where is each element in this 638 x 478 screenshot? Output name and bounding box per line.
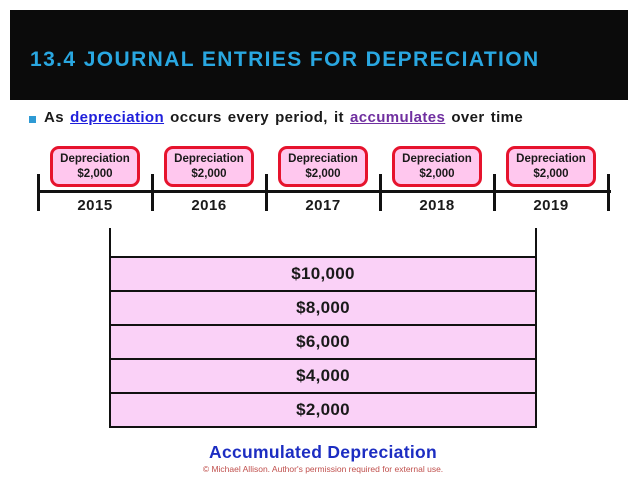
- term-depreciation: depreciation: [70, 109, 165, 126]
- stack-row: $4,000: [109, 358, 537, 394]
- timeline-tick: [493, 174, 496, 211]
- bullet-suffix: over time: [451, 109, 524, 126]
- timeline-segment-2017: Depreciation $2,000 2017: [266, 144, 380, 222]
- bullet-middle: occurs every period, it: [170, 109, 344, 126]
- dep-box-amount: $2,000: [191, 167, 227, 180]
- year-label: 2015: [77, 197, 113, 214]
- dep-box-label: Depreciation: [60, 153, 130, 166]
- stack-open-top: [109, 228, 537, 258]
- year-label: 2018: [419, 197, 455, 214]
- timeline-tick: [265, 174, 268, 211]
- stack-row: $6,000: [109, 324, 537, 360]
- slide-title: 13.4 JOURNAL ENTRIES FOR DEPRECIATION: [30, 48, 540, 71]
- dep-box-amount: $2,000: [77, 167, 113, 180]
- year-label: 2017: [305, 197, 341, 214]
- timeline-segment-2015: Depreciation $2,000 2015: [38, 144, 152, 222]
- dep-box-label: Depreciation: [288, 153, 358, 166]
- dep-box-label: Depreciation: [516, 153, 586, 166]
- stack-row: $10,000: [109, 256, 537, 292]
- dep-box-amount: $2,000: [533, 167, 569, 180]
- bullet-line: As depreciation occurs every period, it …: [29, 109, 619, 126]
- dep-box-label: Depreciation: [402, 153, 472, 166]
- depreciation-box: Depreciation $2,000: [392, 146, 482, 187]
- stack-row: $2,000: [109, 392, 537, 428]
- depreciation-box: Depreciation $2,000: [506, 146, 596, 187]
- year-label: 2016: [191, 197, 227, 214]
- dep-box-label: Depreciation: [174, 153, 244, 166]
- timeline-tick: [607, 174, 610, 211]
- depreciation-box: Depreciation $2,000: [50, 146, 140, 187]
- bullet-prefix: As: [44, 109, 64, 126]
- dep-box-amount: $2,000: [419, 167, 455, 180]
- timeline-tick: [151, 174, 154, 211]
- title-bar: 13.4 JOURNAL ENTRIES FOR DEPRECIATION: [10, 10, 628, 100]
- timeline-segment-2018: Depreciation $2,000 2018: [380, 144, 494, 222]
- bullet-text: As depreciation occurs every period, it …: [44, 109, 523, 126]
- timeline-tick: [379, 174, 382, 211]
- accumulated-depreciation-stack: $10,000 $8,000 $6,000 $4,000 $2,000: [109, 228, 537, 428]
- year-label: 2019: [533, 197, 569, 214]
- timeline-axis: [38, 190, 611, 193]
- timeline-segment-2016: Depreciation $2,000 2016: [152, 144, 266, 222]
- timeline-tick: [37, 174, 40, 211]
- depreciation-box: Depreciation $2,000: [278, 146, 368, 187]
- term-accumulates: accumulates: [349, 109, 446, 126]
- bullet-square-icon: [29, 116, 36, 123]
- dep-box-amount: $2,000: [305, 167, 341, 180]
- depreciation-box: Depreciation $2,000: [164, 146, 254, 187]
- stack-row: $8,000: [109, 290, 537, 326]
- copyright-note: © Michael Allison. Author's permission r…: [202, 464, 444, 474]
- depreciation-timeline: Depreciation $2,000 2015 Depreciation $2…: [37, 144, 611, 222]
- stack-caption: Accumulated Depreciation: [209, 442, 437, 462]
- timeline-segment-2019: Depreciation $2,000 2019: [494, 144, 608, 222]
